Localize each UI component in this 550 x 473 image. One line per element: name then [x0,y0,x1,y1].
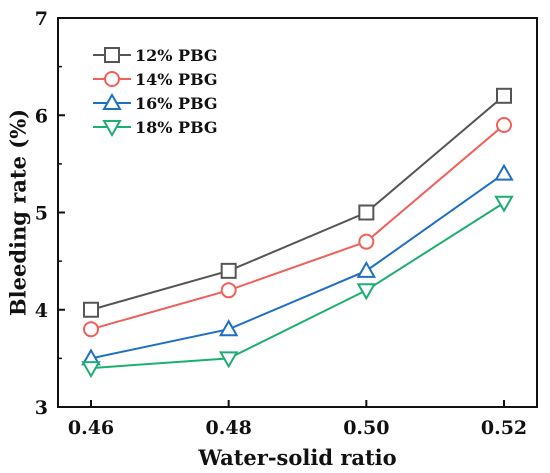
legend: 12% PBG 14% PBG 16% PBG 18% PBG [93,46,218,138]
data-point-4 [81,361,101,379]
legend-marker [104,71,120,87]
data-point-1 [496,87,512,104]
data-point-4 [494,195,514,213]
series-line-4 [90,201,505,370]
data-point-2 [83,321,99,338]
x-tick-label: 0.48 [206,417,252,439]
x-tick-label: 0.50 [343,417,389,439]
y-tick-label: 5 [35,203,48,225]
legend-marker [104,47,120,63]
data-point-2 [358,233,375,250]
series-line-1 [90,95,505,311]
series-markers [81,87,514,379]
legend-marker [102,120,122,138]
x-tick-label: 0.46 [68,417,114,439]
data-point-3 [356,260,377,278]
legend-label: 12% PBG [135,46,218,65]
series-lines [90,95,505,370]
data-point-2 [220,282,237,299]
y-tick-label: 7 [35,8,48,30]
data-point-2 [496,116,512,133]
data-point-1 [358,204,375,221]
data-point-4 [356,283,377,301]
legend-label: 18% PBG [135,118,218,137]
data-point-1 [220,262,237,279]
data-point-3 [494,163,514,181]
x-tick-label: 0.52 [481,417,527,439]
y-tick-label: 4 [35,300,48,322]
data-point-3 [218,319,239,337]
legend-label: 16% PBG [135,94,218,113]
y-axis-title: Bleeding rate (%) [5,109,30,316]
plot-area [57,17,538,408]
series-line-3 [90,172,505,360]
legend-label: 14% PBG [135,70,218,89]
axis-ticks: 0.46 0.48 0.50 0.52 3 4 5 6 7 [35,8,527,439]
series-line-2 [90,124,505,331]
data-point-4 [218,351,239,369]
data-point-1 [83,301,99,318]
x-axis-title: Water-solid ratio [197,445,396,470]
y-tick-label: 3 [35,397,48,419]
axes-frame [57,17,538,408]
y-tick-label: 6 [35,105,48,127]
legend-marker [102,92,122,110]
